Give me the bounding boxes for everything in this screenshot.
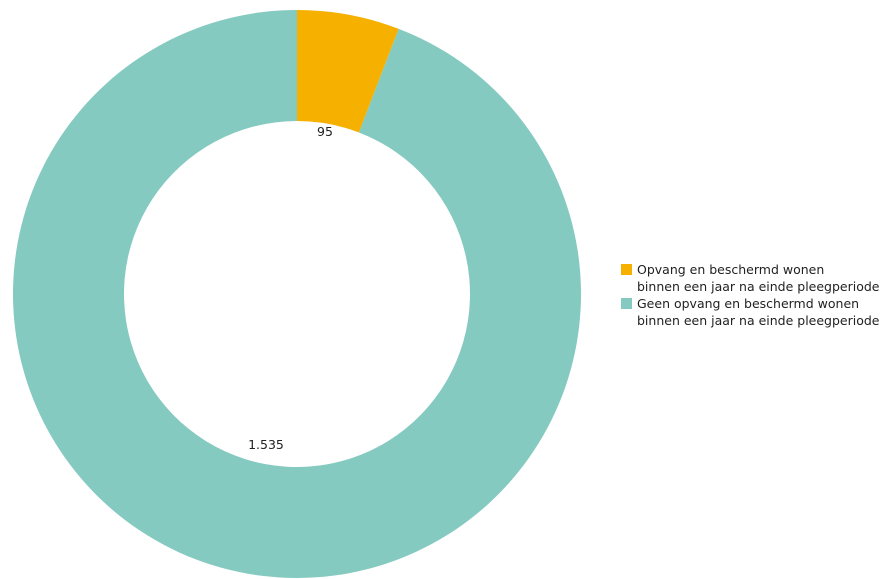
legend-item-opvang: Opvang en beschermd wonen binnen een jaa…	[621, 261, 894, 295]
legend-item-geen-opvang: Geen opvang en beschermd wonen binnen ee…	[621, 295, 894, 329]
slice-geen-opvang	[13, 10, 582, 578]
chart-legend: Opvang en beschermd wonen binnen een jaa…	[621, 261, 894, 329]
slice-labels: 95 1.535	[248, 124, 333, 452]
slice-opvang	[297, 10, 399, 133]
slice-opvang-value-label: 95	[317, 124, 333, 139]
legend-label-line1: Opvang en beschermd wonen	[637, 262, 825, 277]
legend-label-line2: binnen een jaar na einde pleegperiode	[637, 279, 880, 294]
slice-geen-opvang-value-label: 1.535	[248, 437, 284, 452]
legend-label-line1: Geen opvang en beschermd wonen	[637, 296, 860, 311]
legend-label-line2: binnen een jaar na einde pleegperiode	[637, 313, 880, 328]
donut-slices	[13, 10, 582, 578]
legend-swatch-opvang	[621, 264, 632, 275]
legend-swatch-geen-opvang	[621, 298, 632, 309]
